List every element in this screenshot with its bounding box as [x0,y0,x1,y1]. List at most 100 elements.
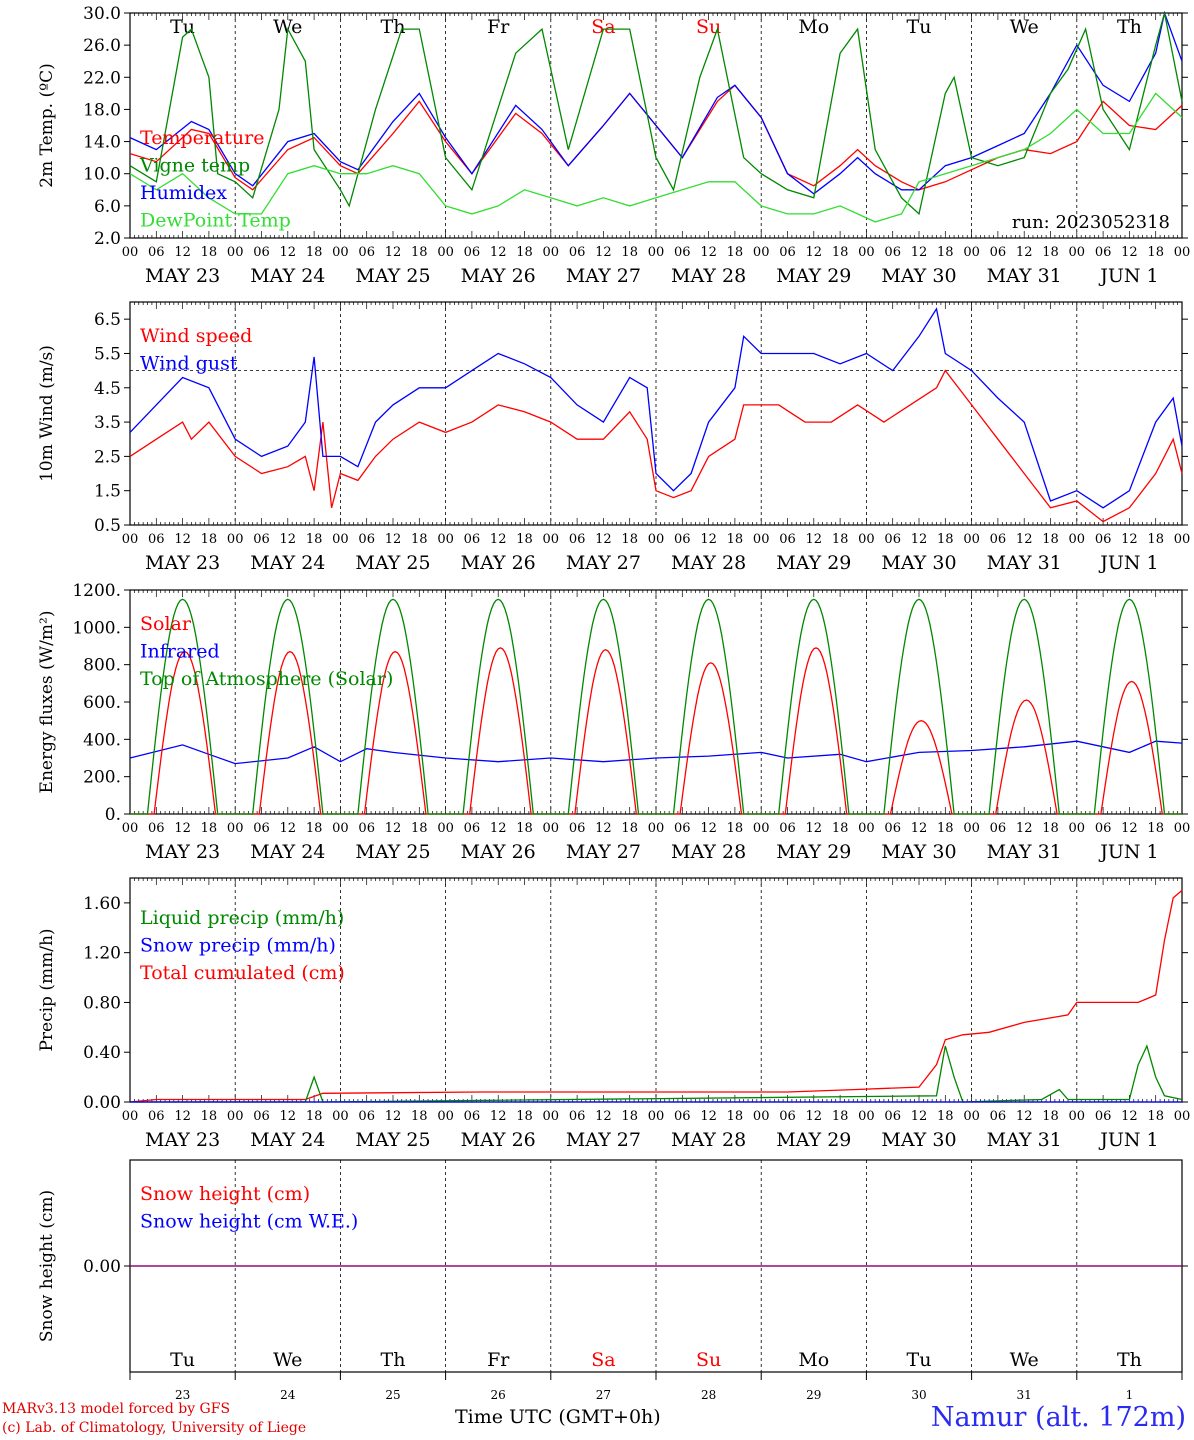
hour-tick-label: 00 [122,1109,139,1124]
y-tick-label: 6.5 [94,310,121,330]
hour-tick-label: 12 [595,821,612,836]
date-label: MAY 27 [566,265,641,287]
legend-entry: Infrared [140,641,220,663]
hour-tick-label: 18 [727,1109,744,1124]
hour-tick-label: 18 [832,245,849,260]
y-axis-label: Precip (mm/h) [37,928,57,1051]
hour-tick-label: 12 [1121,245,1138,260]
y-tick-label: 0.00 [83,1257,121,1277]
y-tick-label: 400. [83,730,121,750]
date-label: JUN 1 [1098,265,1158,287]
hour-tick-label: 12 [1121,532,1138,547]
y-tick-label: 30.0 [83,4,121,24]
hour-tick-label: 06 [253,1109,270,1124]
hour-tick-label: 12 [280,1109,297,1124]
hour-tick-label: 18 [201,1109,218,1124]
hour-tick-label: 18 [832,1109,849,1124]
hour-tick-label: 12 [385,245,402,260]
hour-tick-label: 18 [832,532,849,547]
day-number-label: 28 [701,1388,716,1402]
hour-tick-label: 18 [306,245,323,260]
lab-credit: (c) Lab. of Climatology, University of L… [2,1420,307,1436]
weekday-label: Tu [907,1349,932,1371]
date-label: MAY 28 [671,841,746,863]
hour-tick-label: 06 [990,821,1007,836]
hour-tick-label: 06 [674,821,691,836]
hour-tick-label: 00 [1174,1109,1191,1124]
day-number-label: 29 [806,1388,821,1402]
hour-tick-label: 12 [174,821,191,836]
hour-tick-label: 06 [464,1109,481,1124]
hour-tick-label: 18 [1147,821,1164,836]
hour-tick-label: 18 [1042,245,1059,260]
hour-tick-label: 00 [963,821,980,836]
hour-tick-label: 06 [253,532,270,547]
day-number-label: 25 [385,1388,400,1402]
hour-tick-label: 06 [779,1109,796,1124]
date-label: MAY 27 [566,841,641,863]
hour-tick-label: 12 [490,245,507,260]
y-tick-label: 1000. [72,618,121,638]
hour-tick-label: 06 [1095,821,1112,836]
hour-tick-label: 00 [332,532,349,547]
date-label: JUN 1 [1098,552,1158,574]
hour-tick-label: 06 [464,821,481,836]
series-line [129,92,1183,223]
hour-tick-label: 00 [332,1109,349,1124]
hour-tick-label: 06 [884,1109,901,1124]
weekday-label: We [1010,16,1039,38]
series-line [129,889,1183,1103]
y-tick-label: 1.5 [94,482,121,502]
panel-precip: 00 06 12 18 00 06 12 18 00 06 12 18 00 06 12 18 00 06 12 18… [37,877,1191,1151]
hour-tick-label: 12 [1016,1109,1033,1124]
y-tick-label: 1.60 [83,894,121,914]
date-label: MAY 24 [250,1129,325,1151]
hour-tick-label: 12 [385,532,402,547]
legend-entry: Snow precip (mm/h) [140,935,336,957]
hour-tick-label: 18 [1042,532,1059,547]
date-label: JUN 1 [1098,1129,1158,1151]
hour-tick-label: 06 [674,532,691,547]
hour-tick-label: 12 [806,532,823,547]
hour-tick-label: 18 [937,821,954,836]
day-number-label: 24 [280,1388,296,1402]
y-tick-label: 0.40 [83,1043,121,1063]
weekday-label: Tu [170,1349,195,1371]
y-tick-label: 4.5 [94,379,121,399]
y-tick-label: 2.5 [94,447,121,467]
hour-tick-label: 00 [1174,821,1191,836]
hour-tick-label: 06 [674,245,691,260]
hour-tick-label: 12 [174,532,191,547]
hour-tick-label: 00 [122,532,139,547]
series-line [130,1044,1183,1103]
legend-entry: Wind gust [140,353,238,375]
date-label: MAY 25 [355,265,430,287]
legend-entry: Snow height (cm W.E.) [140,1211,358,1233]
hour-tick-label: 12 [1016,821,1033,836]
hour-tick-label: 00 [437,532,454,547]
hour-tick-label: 06 [148,1109,165,1124]
weekday-label: Th [1117,1349,1142,1371]
hour-tick-label: 06 [569,1109,586,1124]
date-label: MAY 31 [987,1129,1062,1151]
y-tick-label: 2.0 [94,229,121,249]
y-tick-label: 5.5 [94,344,121,364]
hour-tick-label: 18 [937,245,954,260]
hour-tick-label: 12 [806,245,823,260]
panel-energy: 00 06 12 18 00 06 12 18 00 06 12 18 00 06 12 18 00 06 12 18… [37,581,1190,863]
date-label: MAY 24 [250,265,325,287]
legend-entry: Vigne temp [139,155,250,177]
y-axis-label: Energy fluxes (W/m²) [37,611,57,794]
hour-tick-label: 18 [306,1109,323,1124]
date-label: MAY 30 [881,265,956,287]
date-label: MAY 29 [776,265,851,287]
weekday-label: Sa [591,16,615,38]
series-line [129,369,1183,523]
date-label: MAY 25 [355,841,430,863]
hour-tick-label: 06 [884,532,901,547]
panel-snow: Tu We Th Fr Sa Su Mo Tu We Th 23 24 25 26 27 28 29 30 31 1 0… [37,1159,1188,1402]
hour-tick-label: 18 [1147,532,1164,547]
date-label: MAY 29 [776,1129,851,1151]
hour-tick-label: 12 [911,821,928,836]
